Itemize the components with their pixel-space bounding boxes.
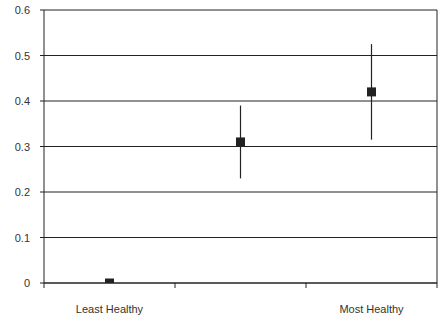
x-axis	[44, 283, 437, 284]
y-tick	[40, 192, 44, 193]
grid-line	[44, 101, 437, 102]
y-tick-label: 0.6	[15, 4, 30, 16]
point	[236, 137, 245, 146]
data-marks	[105, 44, 376, 283]
y-tick	[40, 55, 44, 56]
y-tick	[40, 237, 44, 238]
x-tick-label: Most Healthy	[339, 303, 404, 315]
chart-container: 0 0.1 0.2 0.3 0.4 0.5 0.6 Least Healthy Most Hea…	[0, 0, 443, 320]
x-category-separator	[44, 283, 45, 288]
grid-line	[44, 237, 437, 238]
plot-right-edge	[437, 10, 438, 283]
grid-line	[44, 283, 437, 284]
y-tick-label: 0	[24, 277, 30, 289]
grid-line	[44, 10, 437, 11]
grid-line	[44, 55, 437, 56]
y-tick-label: 0.4	[15, 95, 30, 107]
grid-line	[44, 192, 437, 193]
x-category-separator	[306, 283, 307, 288]
y-tick	[40, 146, 44, 147]
point	[367, 87, 376, 96]
y-tick-label: 0.5	[15, 50, 30, 62]
y-tick-label: 0.2	[15, 186, 30, 198]
y-tick	[40, 283, 44, 284]
chart-svg: 0 0.1 0.2 0.3 0.4 0.5 0.6 Least Healthy Most Hea…	[0, 0, 443, 320]
x-tick-label: Least Healthy	[76, 303, 144, 315]
y-axis	[44, 10, 45, 283]
grid: 0 0.1 0.2 0.3 0.4 0.5 0.6	[15, 4, 437, 289]
x-category-separator	[175, 283, 176, 288]
x-category-separator	[437, 283, 438, 288]
y-tick-label: 0.1	[15, 232, 30, 244]
y-tick	[40, 101, 44, 102]
y-tick	[40, 10, 44, 11]
y-tick-label: 0.3	[15, 141, 30, 153]
point	[105, 279, 114, 284]
